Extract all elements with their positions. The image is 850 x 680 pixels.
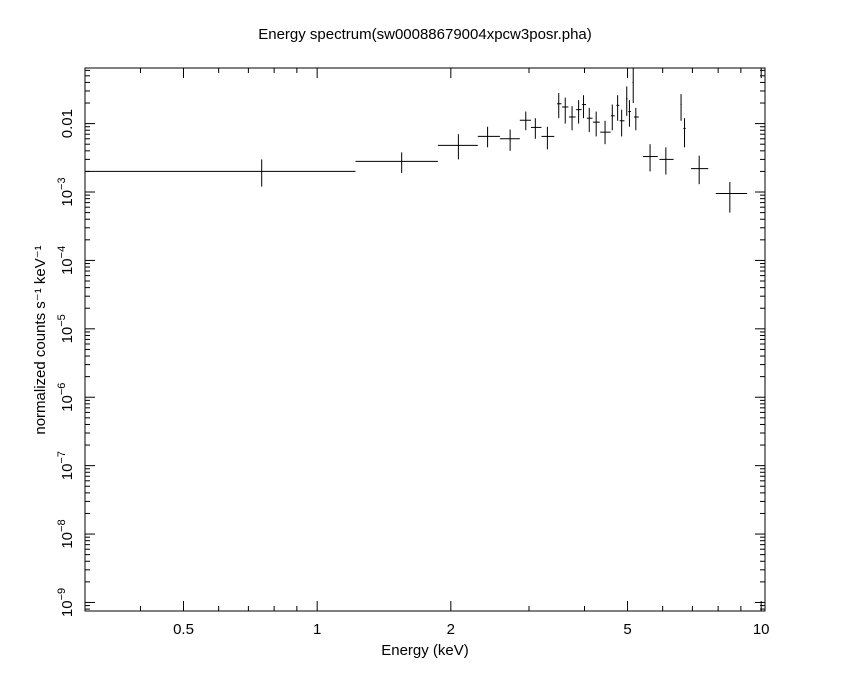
data-point bbox=[499, 129, 520, 151]
data-point bbox=[625, 86, 628, 116]
axis-ticks bbox=[84, 68, 765, 611]
chart-title: Energy spectrum(sw00088679004xpcw3posr.p… bbox=[258, 26, 592, 43]
y-tick-label: 10−3 bbox=[56, 177, 76, 206]
data-point bbox=[643, 144, 658, 172]
data-point bbox=[633, 107, 639, 131]
x-axis-label: Energy (keV) bbox=[381, 642, 469, 659]
data-point bbox=[600, 120, 611, 145]
y-axis-label: normalized counts s⁻¹ keV⁻¹ bbox=[32, 245, 49, 434]
x-tick-label: 1 bbox=[313, 621, 321, 638]
y-tick-label: 10−5 bbox=[56, 314, 76, 343]
data-point bbox=[519, 111, 531, 131]
data-point bbox=[477, 126, 500, 148]
data-point bbox=[611, 104, 615, 131]
data-point bbox=[576, 100, 582, 124]
data-point bbox=[586, 107, 593, 133]
data-point bbox=[659, 147, 674, 175]
y-tick-label: 10−9 bbox=[56, 588, 76, 617]
data-point bbox=[683, 118, 686, 148]
y-tick-label: 10−6 bbox=[56, 383, 76, 412]
data-point bbox=[715, 182, 748, 213]
data-point bbox=[680, 94, 682, 121]
data-point bbox=[632, 68, 634, 104]
data-point bbox=[628, 100, 631, 127]
data-point bbox=[691, 155, 709, 185]
data-point bbox=[568, 106, 576, 131]
data-point bbox=[437, 134, 478, 160]
x-tick-label: 5 bbox=[623, 621, 631, 638]
y-tick-label: 10−4 bbox=[56, 246, 76, 275]
y-tick-label: 10−8 bbox=[56, 519, 76, 548]
data-point bbox=[616, 95, 620, 121]
y-tick-label: 10−7 bbox=[56, 451, 76, 480]
data-point bbox=[592, 111, 600, 137]
data-point bbox=[562, 97, 569, 124]
data-point bbox=[619, 109, 625, 137]
x-tick-label: 2 bbox=[447, 621, 455, 638]
data-point bbox=[582, 95, 586, 119]
data-point bbox=[557, 93, 562, 119]
x-tick-label: 0.5 bbox=[173, 621, 194, 638]
data-point bbox=[541, 126, 555, 150]
data-points bbox=[85, 68, 748, 213]
y-tick-label: 0.01 bbox=[59, 109, 76, 138]
y-tick-labels: 10−9 10−8 10−7 10−6 10−5 10−4 10−3 0.01 bbox=[56, 109, 76, 617]
data-point bbox=[530, 118, 542, 139]
x-tick-label: 10 bbox=[753, 621, 770, 638]
data-point bbox=[355, 152, 438, 173]
plot-frame bbox=[84, 67, 766, 612]
data-point bbox=[85, 159, 356, 187]
x-tick-labels: 0.5 1 2 5 10 bbox=[173, 621, 769, 638]
